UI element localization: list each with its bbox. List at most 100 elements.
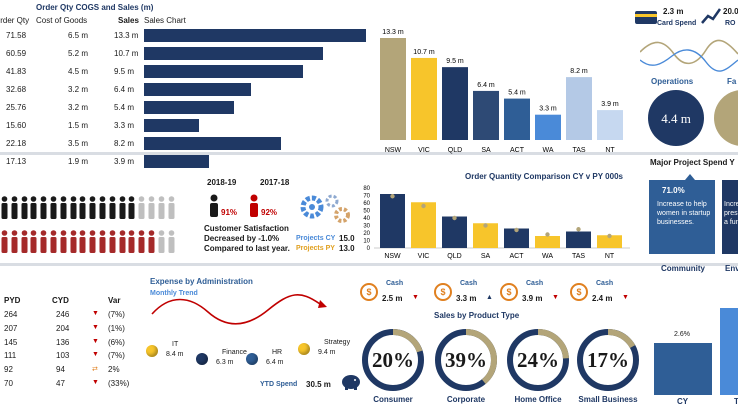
py-marker xyxy=(483,223,488,228)
row-pyd: 111 xyxy=(4,351,17,361)
product-title: Sales by Product Type xyxy=(434,311,520,320)
satisfaction-text: Customer Satisfaction Decreased by -1.0%… xyxy=(204,224,290,253)
person-head xyxy=(1,196,8,202)
card-spend-label: Card Spend xyxy=(657,20,697,27)
state-bar-label: 9.5 m xyxy=(446,58,464,65)
row-pyd: 207 xyxy=(4,323,18,333)
cash-label: Cash xyxy=(526,280,544,287)
t-label: T xyxy=(734,397,738,406)
sales-bar xyxy=(144,137,281,150)
person-head xyxy=(1,230,8,236)
product-donut xyxy=(435,329,497,391)
row-cogs: 3.5 m xyxy=(68,139,89,148)
person-head xyxy=(89,230,96,236)
state-bar xyxy=(411,57,437,140)
thumb-icon: ▼ xyxy=(92,310,99,317)
state-bar xyxy=(566,77,592,140)
y-tick-label: 80 xyxy=(363,186,370,192)
person-pictogram xyxy=(1,230,8,253)
year-2018-19: 2018-19 xyxy=(207,178,237,187)
category-label: TAS xyxy=(572,253,585,260)
person-icon-red xyxy=(250,194,258,217)
row-sales: 9.5 m xyxy=(114,67,135,76)
roi-label: RO xyxy=(725,20,736,27)
sales-bar xyxy=(144,119,200,132)
person-pictogram xyxy=(11,230,18,253)
person-pictogram xyxy=(30,196,37,219)
state-bar xyxy=(380,38,406,140)
row-cyd: 103 xyxy=(56,351,70,361)
row-cyd: 94 xyxy=(56,365,65,375)
person-body xyxy=(50,203,57,219)
person-body xyxy=(40,203,47,219)
person-pictogram xyxy=(89,230,96,253)
person-body xyxy=(158,237,165,253)
y-tick-label: 70 xyxy=(363,194,370,200)
expense-subtitle: Monthly Trend xyxy=(150,290,198,297)
row-cogs: 3.2 m xyxy=(68,103,89,112)
person-pictogram xyxy=(168,196,175,219)
donut-arc xyxy=(362,329,424,391)
sales-bar xyxy=(144,101,235,114)
person-head xyxy=(168,196,174,202)
person-head xyxy=(89,196,96,202)
projects-py-label: Projects PY xyxy=(296,245,335,252)
person-head xyxy=(11,196,18,202)
order-table-title: Order Qty COGS and Sales (m) xyxy=(36,3,154,12)
row-sales: 8.2 m xyxy=(114,139,135,148)
py-marker xyxy=(545,232,550,237)
row-var: (6%) xyxy=(108,337,125,347)
state-bar xyxy=(504,98,530,140)
state-bar-label: 5.4 m xyxy=(508,90,526,97)
second-kpi-circle xyxy=(714,90,738,146)
py-marker xyxy=(421,203,426,209)
project-card-community[interactable] xyxy=(649,180,715,254)
cash-arrow-icon: ▲ xyxy=(486,294,493,301)
py-marker xyxy=(576,227,581,232)
person-pictogram xyxy=(40,196,47,219)
cy-bar xyxy=(535,236,560,248)
person-head xyxy=(109,230,116,236)
cash-label: Cash xyxy=(460,280,478,287)
expense-dot xyxy=(246,353,258,365)
person-body xyxy=(50,237,57,253)
person-body xyxy=(60,237,67,253)
thumb-icon: ▼ xyxy=(92,323,99,331)
expense-value: 8.4 m xyxy=(166,351,184,358)
ytd-spend-label: YTD Spend xyxy=(260,381,298,388)
person-head xyxy=(80,196,86,202)
cy-bar xyxy=(566,231,591,248)
person-head xyxy=(70,196,76,202)
person-head xyxy=(40,196,47,202)
donut-pct: 17% xyxy=(587,348,629,372)
state-bar-label: 6.4 m xyxy=(477,82,495,89)
py-marker xyxy=(452,215,457,221)
row-cyd: 136 xyxy=(56,337,70,347)
row-var: (33%) xyxy=(108,379,130,388)
row-cogs: 6.5 m xyxy=(68,31,89,40)
community-label: Community xyxy=(661,264,705,273)
person-head xyxy=(70,230,76,236)
py-marker xyxy=(514,227,519,233)
expense-name: IT xyxy=(172,341,179,348)
state-sales-chart: 13.3 m NSW 10.7 m VIC 9.5 m QLD 6.4 m SA 5.4 m AC… xyxy=(380,29,623,154)
person-pictogram xyxy=(50,230,57,253)
col-header-chart: Sales Chart xyxy=(144,16,186,25)
project-card-env[interactable] xyxy=(722,180,738,254)
person-head xyxy=(40,230,47,236)
row-sales: 3.9 m xyxy=(114,157,135,166)
donut-arc xyxy=(507,329,569,391)
state-bar xyxy=(442,67,468,140)
person-head xyxy=(11,230,18,236)
y-tick-label: 40 xyxy=(363,216,370,222)
person-pictogram xyxy=(109,230,116,253)
product-donut xyxy=(577,329,639,391)
person-pictogram xyxy=(109,196,116,219)
y-tick-label: 0 xyxy=(367,246,371,252)
person-pictogram xyxy=(99,230,106,253)
person-body xyxy=(70,237,77,253)
person-pictogram xyxy=(158,196,165,219)
product-donut xyxy=(507,329,569,391)
project-card-pct: 71.0% xyxy=(662,186,685,195)
row-pyd: 145 xyxy=(4,337,18,347)
